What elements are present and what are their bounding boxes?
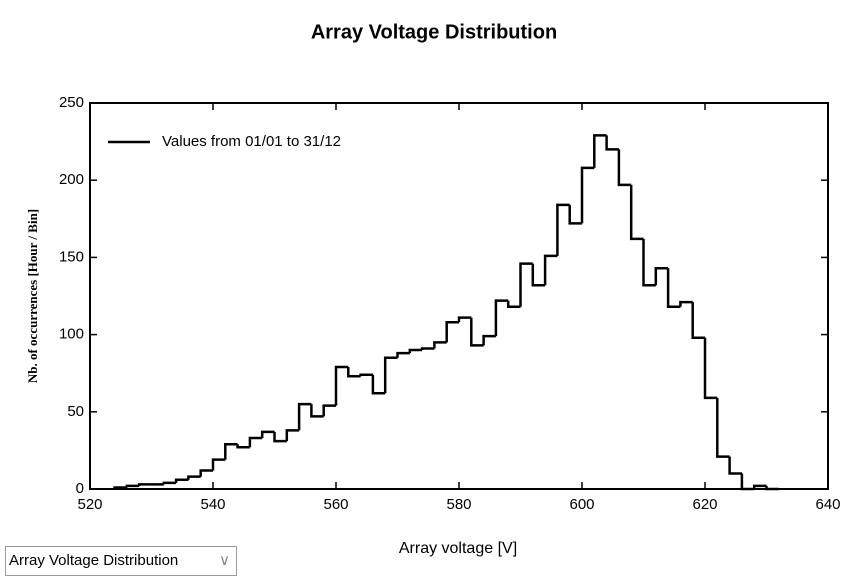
y-tick-label: 0 bbox=[76, 480, 84, 497]
histogram-step bbox=[334, 365, 349, 406]
histogram-step bbox=[285, 429, 300, 442]
histogram-step bbox=[347, 367, 361, 378]
histogram-step bbox=[174, 478, 189, 483]
histogram-step bbox=[752, 484, 767, 489]
x-tick-label: 600 bbox=[569, 496, 594, 513]
histogram-step bbox=[248, 436, 263, 448]
x-tick-label: 580 bbox=[446, 496, 471, 513]
y-tick-label: 50 bbox=[67, 403, 84, 420]
histogram-step bbox=[629, 184, 644, 241]
histogram-step bbox=[580, 166, 595, 224]
x-tick-label: 560 bbox=[323, 496, 348, 513]
histogram-step bbox=[593, 134, 607, 168]
histogram-step bbox=[519, 262, 533, 307]
histogram-step bbox=[728, 456, 742, 475]
histogram-step bbox=[556, 203, 570, 256]
histogram-step bbox=[654, 266, 669, 286]
histogram-step bbox=[617, 149, 632, 187]
chart-title: Array Voltage Distribution bbox=[311, 21, 557, 43]
histogram-step bbox=[470, 317, 484, 347]
histogram-step bbox=[199, 469, 213, 477]
dropdown-label: Array Voltage Distribution bbox=[9, 552, 179, 569]
dropdown-arrow: ∨ bbox=[219, 552, 230, 569]
x-tick-label: 620 bbox=[692, 496, 717, 513]
y-tick-label: 250 bbox=[59, 94, 84, 111]
histogram-step bbox=[137, 483, 152, 486]
histogram-step bbox=[703, 337, 718, 400]
histogram-step bbox=[765, 485, 779, 491]
histogram-step bbox=[310, 404, 324, 418]
histogram-step bbox=[260, 430, 275, 439]
histogram-step bbox=[666, 268, 681, 309]
histogram-step bbox=[740, 473, 755, 491]
histogram-step bbox=[162, 481, 177, 485]
y-tick-label: 150 bbox=[59, 248, 84, 265]
histogram-step bbox=[605, 135, 619, 151]
histogram-step bbox=[531, 263, 546, 287]
histogram-step bbox=[211, 458, 226, 471]
histogram-step bbox=[679, 300, 693, 307]
histogram-step bbox=[420, 347, 435, 351]
x-axis-label: Array voltage [V] bbox=[399, 540, 517, 557]
histogram-step bbox=[642, 238, 656, 287]
histogram-step bbox=[273, 431, 287, 443]
x-tick-label: 640 bbox=[815, 496, 840, 513]
x-tick-label: 520 bbox=[77, 496, 102, 513]
histogram-step bbox=[371, 374, 386, 395]
histogram-step bbox=[716, 397, 730, 458]
histogram-step bbox=[113, 486, 127, 489]
histogram-step bbox=[457, 316, 472, 323]
histogram-step bbox=[482, 334, 496, 346]
histogram-step bbox=[506, 300, 521, 309]
histogram-step bbox=[297, 402, 312, 431]
histogram-step bbox=[236, 444, 250, 449]
histogram-step bbox=[691, 302, 705, 339]
histogram-step bbox=[359, 373, 373, 377]
dropdown[interactable]: Array Voltage Distribution ∨ bbox=[5, 546, 237, 576]
x-tick-label: 540 bbox=[200, 496, 225, 513]
histogram-step bbox=[322, 404, 336, 417]
histogram-step bbox=[383, 356, 398, 394]
y-tick-label: 100 bbox=[59, 326, 84, 343]
y-tick-label: 200 bbox=[59, 171, 84, 188]
histogram-step bbox=[543, 254, 558, 286]
y-axis-label: Nb. of occurrences [Hour / Bin] bbox=[25, 209, 40, 383]
histogram-step bbox=[187, 475, 201, 480]
histogram-step bbox=[224, 442, 238, 460]
histogram-step bbox=[396, 351, 410, 358]
histogram-step bbox=[433, 341, 447, 349]
histogram-step bbox=[568, 204, 582, 225]
histogram-step bbox=[494, 299, 509, 337]
histogram-step bbox=[408, 348, 423, 354]
histogram-step bbox=[445, 320, 459, 343]
legend-label: Values from 01/01 to 31/12 bbox=[162, 133, 341, 150]
histogram-step bbox=[125, 484, 140, 488]
